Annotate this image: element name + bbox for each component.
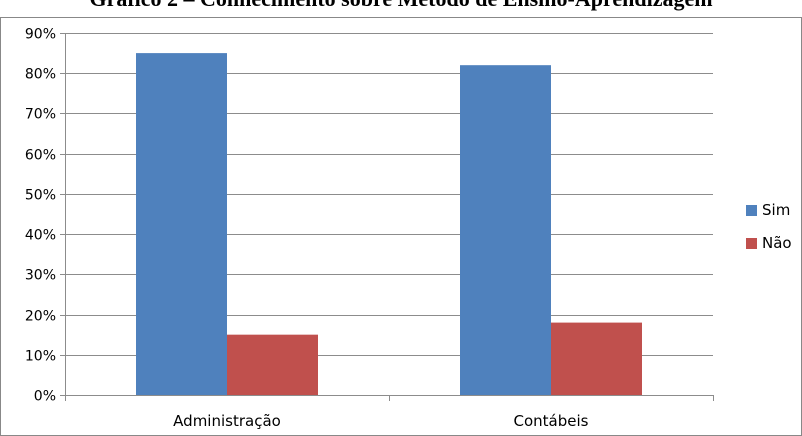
bar-sim-1 — [136, 53, 227, 395]
y-tick-label: 20% — [25, 309, 56, 325]
legend-swatch-não — [746, 238, 757, 249]
bar-sim-2 — [460, 65, 551, 395]
x-category-label: Contábeis — [514, 412, 589, 430]
x-category-label: Administração — [173, 412, 281, 430]
y-tick-label: 40% — [25, 228, 56, 244]
chart-frame — [0, 17, 802, 436]
chart-title: Gráfico 2 – Conhecimento sobre Método de… — [0, 0, 802, 16]
y-tick-label: 70% — [25, 107, 56, 123]
y-tick-label: 80% — [25, 67, 56, 83]
y-tick-label: 10% — [25, 349, 56, 365]
y-tick-label: 0% — [34, 389, 56, 405]
legend-swatch-sim — [746, 205, 757, 216]
legend-label-sim: Sim — [762, 201, 790, 219]
bar-não-1 — [227, 334, 318, 395]
y-tick-label: 30% — [25, 268, 56, 284]
y-tick-label: 60% — [25, 148, 56, 164]
y-tick-label: 50% — [25, 188, 56, 204]
legend-label-não: Não — [762, 234, 792, 252]
bar-não-2 — [551, 322, 642, 395]
y-tick-label: 90% — [25, 27, 56, 43]
